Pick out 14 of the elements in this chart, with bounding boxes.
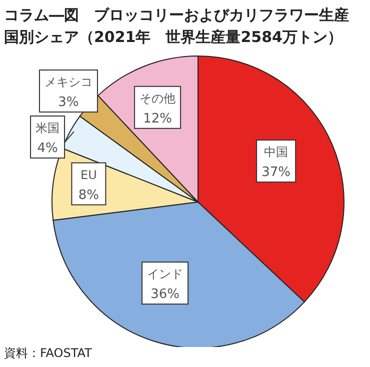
text: 資料：FAOSTAT <box>4 345 92 362</box>
data-label: 3% <box>58 95 79 110</box>
data-label: 12% <box>143 111 172 126</box>
data-label: 36% <box>150 287 180 302</box>
slice-label: インド <box>147 267 184 282</box>
slice-label: メキシコ <box>44 75 92 90</box>
data-label: 8% <box>78 188 100 203</box>
data-label: 4% <box>37 141 58 156</box>
slice-label: その他 <box>140 91 176 106</box>
chart-title: コラム―図 ブロッコリーおよびカリフラワー生産国別シェア（2021年 世界生産量2584万トン） <box>4 5 350 48</box>
data-label: 37% <box>262 165 291 180</box>
slice-label: EU <box>80 168 97 182</box>
slice-label: 米国 <box>36 121 60 136</box>
slice-label: 中国 <box>264 145 288 160</box>
